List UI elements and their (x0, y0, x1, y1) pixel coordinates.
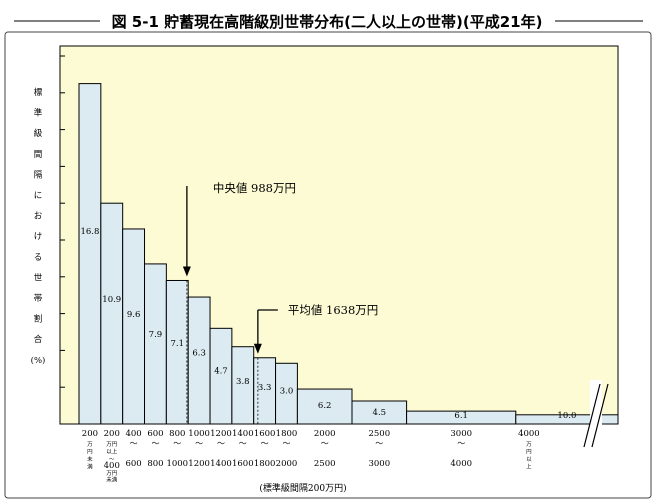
x-tick-label-top: 1400 (232, 429, 254, 439)
x-tick-label-sub: 〜 (109, 457, 115, 463)
x-tick-label-top: 1000 (188, 429, 210, 439)
x-tick-label-sub: 〜 (217, 439, 225, 448)
x-tick-label-sub: 〜 (239, 439, 247, 448)
y-axis-label-char: 帯 (34, 293, 43, 304)
x-tick-label-sub: 〜 (173, 439, 181, 448)
bar-value-label: 3.0 (280, 386, 294, 396)
bar-value-label: 10.0 (557, 411, 576, 421)
bar-value-label: 9.6 (127, 310, 141, 320)
axis-break-line (583, 383, 601, 448)
y-axis-label-char: 世 (34, 272, 43, 283)
median-label: 中央値 988万円 (213, 181, 296, 195)
y-axis-label-char: 準 (34, 108, 43, 119)
bar-value-label: 10.9 (102, 295, 121, 305)
bar (515, 414, 619, 425)
x-tick-label-top: 600 (147, 429, 163, 439)
x-tick-label-sub: 万 (526, 441, 532, 448)
x-tick-label-sub: 〜 (282, 439, 290, 448)
x-tick-label-bottom: 400 (104, 461, 120, 471)
chart-title: 図 5-1 貯蓄現在高階級別世帯分布(二人以上の世帯)(平成21年) (112, 13, 543, 31)
y-axis-label-char: 合 (34, 334, 43, 345)
x-tick-label-bottom: 600 (125, 459, 141, 469)
x-tick-label-bottom: 1600 (232, 459, 254, 469)
x-tick-label-sub: 〜 (375, 439, 383, 448)
y-axis-label-char: 割 (34, 314, 43, 325)
x-tick-label-sub: 未 (87, 455, 93, 463)
y-axis-label-char: 隔 (34, 170, 43, 180)
x-tick-label-sub: 万 (87, 441, 93, 448)
y-axis-label-char: 間 (34, 150, 43, 160)
x-tick-label-sub: 〜 (261, 439, 269, 448)
bar (187, 296, 211, 425)
bar-value-label: 6.3 (192, 349, 206, 359)
x-tick-label-top: 800 (169, 429, 185, 439)
bar (165, 279, 189, 425)
x-tick-label-top: 400 (125, 429, 141, 439)
x-tick-label-sub: 〜 (195, 439, 203, 448)
y-axis-label-char: 標 (34, 87, 43, 98)
x-tick-label-top: 200 (82, 429, 98, 439)
annotation-arrowhead (182, 266, 191, 277)
x-tick-label-bottom: 1000 (166, 459, 188, 469)
bar (122, 228, 146, 425)
bar (144, 263, 167, 425)
x-tick-label-sub: 以 (526, 457, 532, 463)
bar-value-label: 4.7 (214, 366, 228, 376)
x-tick-label-top: 4000 (518, 429, 540, 439)
x-tick-label-bottom: 1400 (210, 459, 232, 469)
x-tick-label-bottom: 4000 (450, 459, 472, 469)
bar-value-label: 6.2 (318, 401, 332, 411)
x-tick-label-top: 1800 (276, 429, 298, 439)
y-axis-label-char: 級 (34, 128, 43, 139)
x-tick-label-sub: 〜 (130, 439, 138, 448)
x-tick-label-bottom: 1200 (188, 459, 210, 469)
x-tick-label-bottom-sub: 万円 (106, 470, 118, 477)
bar (78, 83, 102, 425)
axis-break-gap (590, 380, 602, 448)
bar (100, 202, 124, 425)
x-axis-label: (標準級間隔200万円) (259, 482, 346, 494)
bar-value-label: 7.1 (171, 339, 185, 349)
chart-frame (4, 31, 652, 499)
x-tick-label-sub: 以上 (106, 448, 118, 456)
axis-break-line (591, 383, 609, 448)
bar-value-label: 4.5 (373, 408, 387, 418)
y-axis-label-char: お (34, 212, 43, 222)
x-tick-label-sub: 万円 (106, 441, 118, 448)
x-tick-label-top: 1200 (210, 429, 232, 439)
x-tick-label-top: 200 (104, 429, 120, 439)
x-tick-label-top: 3000 (450, 429, 472, 439)
y-axis-label-char: け (34, 232, 43, 242)
x-tick-label-bottom: 2500 (314, 459, 336, 469)
x-tick-label-sub: 〜 (457, 439, 465, 448)
x-tick-label-top: 2500 (368, 429, 390, 439)
x-tick-label-bottom: 2000 (276, 459, 298, 469)
x-tick-label-bottom: 3000 (368, 459, 390, 469)
y-axis-label-char: る (34, 253, 43, 263)
x-tick-label-bottom: 1800 (254, 459, 276, 469)
y-axis-label-char: に (34, 191, 43, 201)
y-axis-label-char: (%) (31, 355, 46, 366)
x-tick-label-sub: 円 (87, 449, 93, 456)
x-tick-label-bottom: 800 (147, 459, 163, 469)
x-tick-label-top: 2000 (314, 429, 336, 439)
mean-label: 平均値 1638万円 (288, 303, 378, 317)
bar-value-label: 3.8 (236, 377, 250, 387)
x-tick-label-sub: 円 (526, 449, 532, 456)
x-tick-label-sub: 上 (526, 463, 532, 471)
x-tick-label-sub: 満 (87, 464, 93, 471)
bar-value-label: 3.3 (258, 383, 272, 393)
bar (296, 388, 353, 425)
bar-value-label: 16.8 (80, 227, 99, 237)
x-tick-label-sub: 〜 (151, 439, 159, 448)
annotation-arrowhead (253, 343, 262, 354)
x-tick-label-bottom-sub: 未満 (106, 476, 118, 484)
x-tick-label-top: 1600 (254, 429, 276, 439)
bar-value-label: 6.1 (454, 411, 468, 421)
x-tick-label-sub: 〜 (321, 439, 329, 448)
bar-value-label: 7.9 (149, 330, 163, 340)
